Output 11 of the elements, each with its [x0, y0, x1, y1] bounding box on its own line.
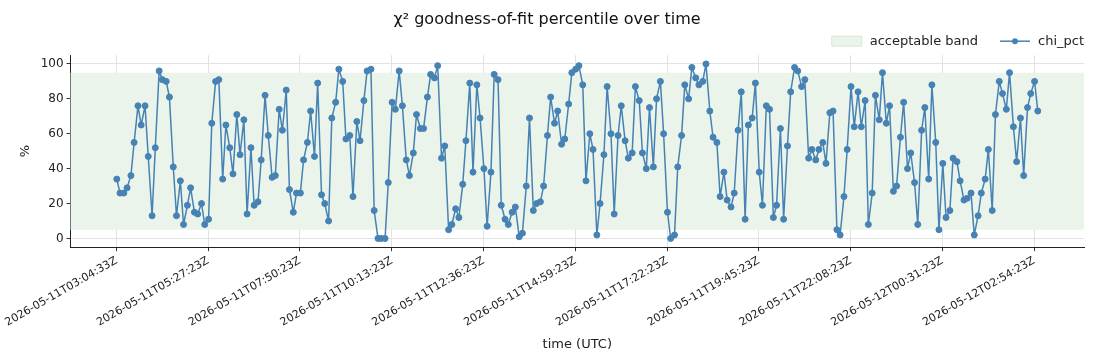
y-tick-label: 0: [55, 230, 64, 245]
y-tick-label: 20: [48, 195, 64, 210]
y-tick-label: 60: [48, 125, 64, 140]
x-axis-title: time (UTC): [542, 335, 612, 351]
legend-label: acceptable band: [869, 32, 979, 48]
y-axis-title: %: [17, 145, 33, 158]
y-tick-label: 80: [48, 90, 64, 105]
chart-title: χ² goodness-of-fit percentile over time: [393, 8, 701, 28]
y-tick-label: 40: [48, 160, 64, 175]
y-tick-label: 100: [40, 56, 64, 71]
legend-label: chi_pct: [1038, 32, 1084, 48]
